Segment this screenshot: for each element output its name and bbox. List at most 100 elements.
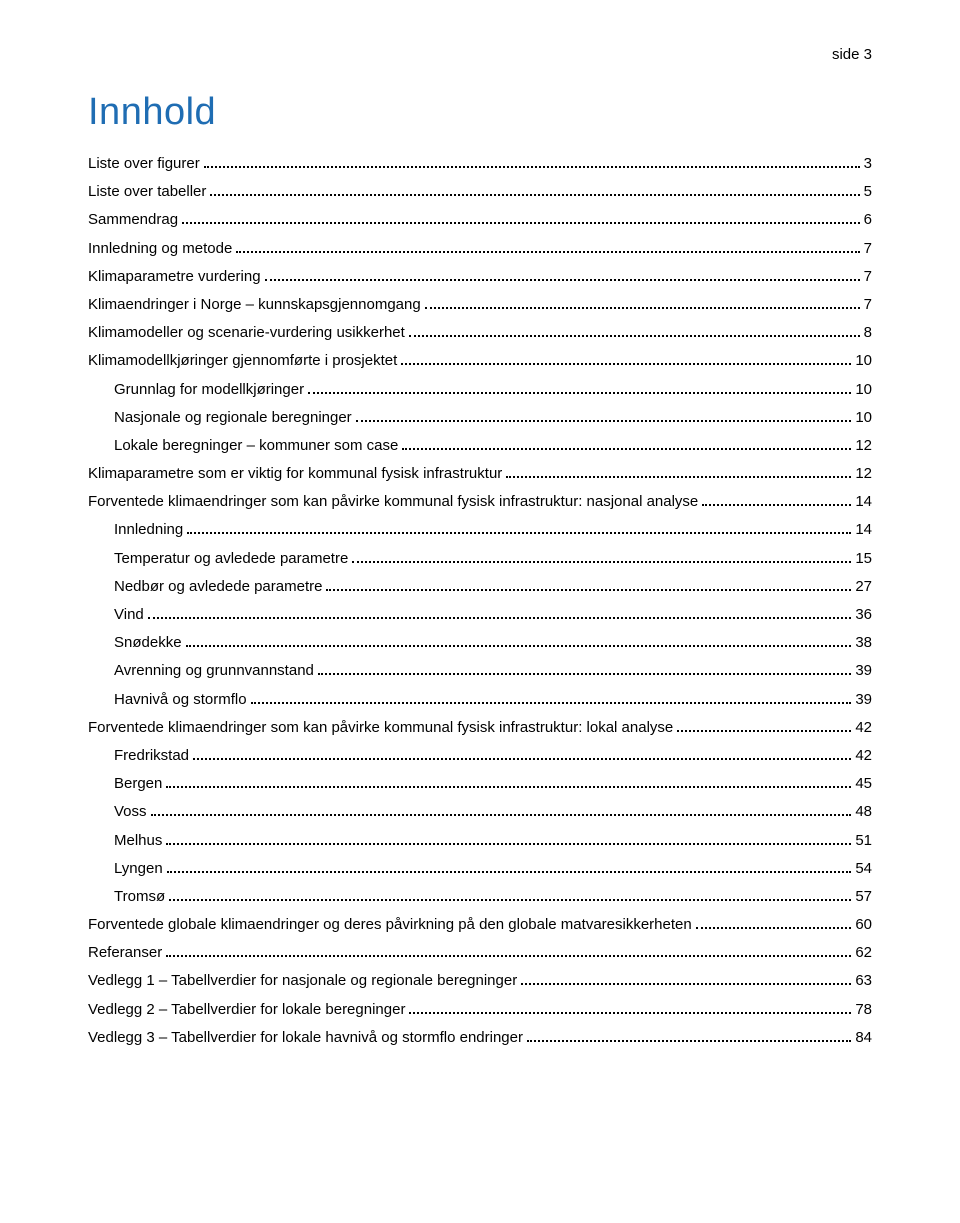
toc-entry-label: Lokale beregninger – kommuner som case [114, 438, 398, 453]
toc-leader-dots [193, 758, 851, 760]
toc-entry[interactable]: Liste over tabeller5 [88, 184, 872, 199]
toc-leader-dots [425, 307, 860, 309]
toc-leader-dots [204, 166, 860, 168]
toc-leader-dots [409, 335, 860, 337]
toc-entry[interactable]: Forventede globale klimaendringer og der… [88, 917, 872, 932]
toc-entry-label: Innledning og metode [88, 241, 232, 256]
toc-entry-page: 14 [855, 494, 872, 509]
toc-leader-dots [402, 448, 851, 450]
toc-entry-page: 60 [855, 917, 872, 932]
toc-entry[interactable]: Nedbør og avledede parametre 27 [88, 579, 872, 594]
toc-leader-dots [527, 1040, 851, 1042]
toc-entry-label: Vedlegg 2 – Tabellverdier for lokale ber… [88, 1002, 405, 1017]
toc-leader-dots [265, 279, 860, 281]
toc-entry-label: Forventede globale klimaendringer og der… [88, 917, 692, 932]
toc-entry-label: Innledning [114, 522, 183, 537]
toc-entry-label: Klimaparametre vurdering [88, 269, 261, 284]
toc-leader-dots [166, 786, 851, 788]
toc-entry[interactable]: Forventede klimaendringer som kan påvirk… [88, 720, 872, 735]
toc-entry-page: 10 [855, 353, 872, 368]
toc-entry[interactable]: Vind 36 [88, 607, 872, 622]
page-header: side 3 [88, 46, 872, 63]
toc-leader-dots [326, 589, 851, 591]
toc-entry[interactable]: Melhus 51 [88, 833, 872, 848]
toc-leader-dots [166, 955, 851, 957]
toc-entry-page: 39 [855, 692, 872, 707]
toc-leader-dots [151, 814, 852, 816]
toc-entry[interactable]: Klimamodeller og scenarie-vurdering usik… [88, 325, 872, 340]
toc-entry[interactable]: Temperatur og avledede parametre15 [88, 551, 872, 566]
toc-leader-dots [702, 504, 851, 506]
toc-leader-dots [318, 673, 851, 675]
toc-entry[interactable]: Klimaparametre som er viktig for kommuna… [88, 466, 872, 481]
toc-entry[interactable]: Klimamodellkjøringer gjennomførte i pros… [88, 353, 872, 368]
toc-entry[interactable]: Klimaendringer i Norge – kunnskapsgjenno… [88, 297, 872, 312]
toc-entry[interactable]: Liste over figurer3 [88, 156, 872, 171]
toc-entry-label: Nedbør og avledede parametre [114, 579, 322, 594]
toc-entry-page: 62 [855, 945, 872, 960]
toc-entry-label: Vedlegg 1 – Tabellverdier for nasjonale … [88, 973, 517, 988]
toc-leader-dots [169, 899, 851, 901]
toc-entry[interactable]: Snødekke38 [88, 635, 872, 650]
toc-entry-page: 78 [855, 1002, 872, 1017]
toc-entry[interactable]: Nasjonale og regionale beregninger10 [88, 410, 872, 425]
toc-entry-label: Voss [114, 804, 147, 819]
toc-entry[interactable]: Avrenning og grunnvannstand 39 [88, 663, 872, 678]
toc-entry[interactable]: Lyngen54 [88, 861, 872, 876]
toc-entry-page: 12 [855, 438, 872, 453]
toc-entry[interactable]: Grunnlag for modellkjøringer10 [88, 382, 872, 397]
toc-entry-label: Forventede klimaendringer som kan påvirk… [88, 494, 698, 509]
toc-entry-page: 10 [855, 382, 872, 397]
toc-entry[interactable]: Sammendrag 6 [88, 212, 872, 227]
toc-entry-label: Sammendrag [88, 212, 178, 227]
toc-entry[interactable]: Bergen45 [88, 776, 872, 791]
toc-entry-page: 39 [855, 663, 872, 678]
toc-entry[interactable]: Fredrikstad42 [88, 748, 872, 763]
toc-entry-page: 36 [855, 607, 872, 622]
toc-leader-dots [521, 983, 851, 985]
toc-entry-page: 51 [855, 833, 872, 848]
toc-leader-dots [187, 532, 851, 534]
toc-entry-label: Liste over tabeller [88, 184, 206, 199]
toc-entry[interactable]: Vedlegg 3 – Tabellverdier for lokale hav… [88, 1030, 872, 1045]
toc-leader-dots [167, 871, 852, 873]
toc-entry-label: Avrenning og grunnvannstand [114, 663, 314, 678]
toc-entry[interactable]: Voss48 [88, 804, 872, 819]
toc-entry-label: Tromsø [114, 889, 165, 904]
toc-entry-label: Melhus [114, 833, 162, 848]
toc-entry-page: 27 [855, 579, 872, 594]
toc-entry[interactable]: Lokale beregninger – kommuner som case 12 [88, 438, 872, 453]
toc-leader-dots [352, 561, 851, 563]
toc-entry[interactable]: Referanser62 [88, 945, 872, 960]
toc-title: Innhold [88, 91, 872, 134]
toc-entry-page: 42 [855, 720, 872, 735]
toc-leader-dots [148, 617, 852, 619]
toc-entry[interactable]: Vedlegg 1 – Tabellverdier for nasjonale … [88, 973, 872, 988]
toc-list: Liste over figurer3 Liste over tabeller5 S… [88, 156, 872, 1045]
toc-entry[interactable]: Vedlegg 2 – Tabellverdier for lokale ber… [88, 1002, 872, 1017]
toc-leader-dots [251, 702, 852, 704]
toc-entry-page: 45 [855, 776, 872, 791]
toc-entry-label: Vind [114, 607, 144, 622]
toc-entry-label: Klimamodeller og scenarie-vurdering usik… [88, 325, 405, 340]
toc-leader-dots [210, 194, 859, 196]
toc-entry[interactable]: Forventede klimaendringer som kan påvirk… [88, 494, 872, 509]
toc-entry-page: 15 [855, 551, 872, 566]
toc-entry-page: 3 [864, 156, 872, 171]
toc-leader-dots [308, 392, 851, 394]
toc-entry-page: 6 [864, 212, 872, 227]
toc-entry-label: Snødekke [114, 635, 182, 650]
page-number-header: side 3 [832, 46, 872, 63]
toc-entry[interactable]: Innledning og metode7 [88, 241, 872, 256]
toc-leader-dots [696, 927, 852, 929]
toc-entry-label: Havnivå og stormflo [114, 692, 247, 707]
toc-leader-dots [186, 645, 852, 647]
toc-entry-page: 54 [855, 861, 872, 876]
toc-leader-dots [236, 251, 859, 253]
toc-entry[interactable]: Innledning14 [88, 522, 872, 537]
toc-entry[interactable]: Klimaparametre vurdering7 [88, 269, 872, 284]
toc-leader-dots [166, 843, 851, 845]
toc-entry[interactable]: Tromsø57 [88, 889, 872, 904]
toc-leader-dots [356, 420, 852, 422]
toc-entry[interactable]: Havnivå og stormflo 39 [88, 692, 872, 707]
